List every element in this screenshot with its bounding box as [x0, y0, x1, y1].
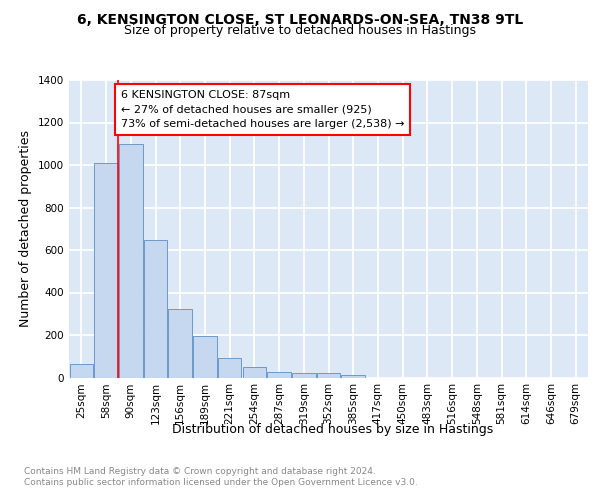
Bar — [242, 367, 266, 378]
Bar — [70, 364, 93, 378]
Bar — [144, 240, 167, 378]
Bar — [193, 336, 217, 378]
Bar — [341, 374, 365, 378]
Bar — [317, 373, 340, 378]
Bar — [292, 373, 316, 378]
Bar — [218, 358, 241, 378]
Text: Contains HM Land Registry data © Crown copyright and database right 2024.
Contai: Contains HM Land Registry data © Crown c… — [24, 468, 418, 487]
Bar — [94, 163, 118, 378]
Bar — [268, 372, 291, 378]
Text: Distribution of detached houses by size in Hastings: Distribution of detached houses by size … — [172, 422, 494, 436]
Text: 6, KENSINGTON CLOSE, ST LEONARDS-ON-SEA, TN38 9TL: 6, KENSINGTON CLOSE, ST LEONARDS-ON-SEA,… — [77, 12, 523, 26]
Y-axis label: Number of detached properties: Number of detached properties — [19, 130, 32, 327]
Text: 6 KENSINGTON CLOSE: 87sqm
← 27% of detached houses are smaller (925)
73% of semi: 6 KENSINGTON CLOSE: 87sqm ← 27% of detac… — [121, 90, 404, 129]
Bar — [119, 144, 143, 378]
Text: Size of property relative to detached houses in Hastings: Size of property relative to detached ho… — [124, 24, 476, 37]
Bar — [169, 309, 192, 378]
